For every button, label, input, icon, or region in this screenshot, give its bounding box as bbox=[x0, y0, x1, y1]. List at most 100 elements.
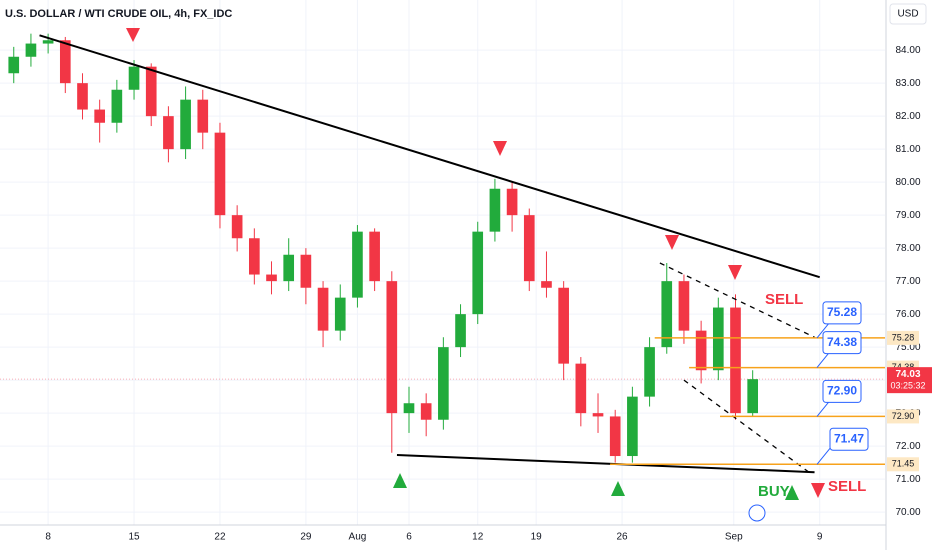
y-tick-label: 83.00 bbox=[895, 78, 920, 89]
candle-body bbox=[145, 66, 157, 117]
candle-body bbox=[334, 297, 346, 331]
candle-body bbox=[180, 99, 191, 150]
candle-body bbox=[420, 403, 432, 420]
x-tick-label: 15 bbox=[128, 532, 140, 543]
candle-body bbox=[111, 89, 123, 123]
candle-body bbox=[627, 396, 638, 457]
callout-pointer bbox=[816, 400, 831, 417]
callout-box bbox=[822, 331, 862, 355]
candle-body bbox=[541, 281, 552, 288]
candle-body bbox=[369, 231, 380, 282]
x-tick-label: 29 bbox=[300, 532, 312, 543]
event-icon[interactable] bbox=[748, 504, 766, 522]
callout-pointer bbox=[816, 321, 831, 339]
callout-pointer bbox=[816, 447, 831, 465]
plot-area bbox=[0, 0, 885, 525]
x-tick-label: 26 bbox=[617, 532, 629, 543]
level-label: 75.28 bbox=[892, 332, 915, 342]
candle-body bbox=[59, 40, 71, 84]
level-label: 72.90 bbox=[892, 411, 915, 421]
candle-body bbox=[300, 254, 312, 288]
candle-body bbox=[42, 40, 54, 44]
candle-body bbox=[214, 132, 226, 216]
candle-body bbox=[403, 403, 415, 414]
candle-body bbox=[317, 287, 329, 331]
candle-body bbox=[8, 56, 20, 74]
y-tick-label: 79.00 bbox=[895, 210, 920, 221]
y-tick-label: 78.00 bbox=[895, 243, 920, 254]
x-tick-label: Sep bbox=[725, 532, 743, 543]
y-tick-label: 71.00 bbox=[895, 474, 920, 485]
y-tick-label: 81.00 bbox=[895, 144, 920, 155]
candle-body bbox=[695, 330, 707, 371]
down-arrow bbox=[493, 141, 507, 156]
x-tick-label: 22 bbox=[214, 532, 226, 543]
candle-body bbox=[386, 281, 398, 414]
level-label: 74.38 bbox=[892, 362, 915, 372]
last-price-label: 74.03 bbox=[895, 369, 920, 380]
candle-body bbox=[266, 274, 277, 282]
sell-label: SELL bbox=[828, 478, 866, 495]
candle-body bbox=[747, 379, 759, 414]
candle-body bbox=[283, 254, 295, 282]
x-tick-label: Aug bbox=[349, 532, 367, 543]
up-arrow bbox=[393, 473, 407, 488]
level-label-bg bbox=[887, 409, 919, 424]
y-tick-label: 77.00 bbox=[895, 276, 920, 287]
candle-body bbox=[712, 307, 724, 371]
callout-box bbox=[822, 301, 862, 325]
x-tick-label: 12 bbox=[472, 532, 484, 543]
level-label-bg bbox=[887, 330, 919, 345]
y-tick-label: 70.00 bbox=[895, 507, 920, 518]
callout-text: 72.90 bbox=[827, 384, 857, 398]
down-arrow bbox=[728, 265, 742, 280]
callout-pointer bbox=[816, 351, 831, 368]
candle-body bbox=[644, 347, 655, 397]
candle-body bbox=[94, 109, 105, 123]
candle-body bbox=[472, 231, 484, 315]
x-tick-label: 19 bbox=[531, 532, 543, 543]
up-arrow bbox=[611, 481, 625, 496]
trendline bbox=[659, 262, 815, 338]
candle-body bbox=[489, 188, 501, 232]
candle-body bbox=[730, 307, 741, 414]
down-arrow bbox=[811, 483, 825, 498]
callout-text: 75.28 bbox=[827, 305, 857, 319]
candle-body bbox=[77, 83, 88, 110]
y-tick-label: 76.00 bbox=[895, 309, 920, 320]
currency: USD bbox=[897, 9, 918, 20]
trendline bbox=[39, 34, 820, 279]
chart-title: U.S. DOLLAR / WTI CRUDE OIL, 4h, FX_IDC bbox=[5, 8, 232, 20]
y-tick-label: 82.00 bbox=[895, 111, 920, 122]
trendline bbox=[396, 454, 815, 474]
callout-box bbox=[822, 379, 862, 403]
level-label: 71.45 bbox=[892, 459, 915, 469]
candle-body bbox=[506, 188, 518, 216]
candle-body bbox=[661, 281, 673, 348]
countdown: 03:25:32 bbox=[890, 381, 925, 391]
candle-body bbox=[592, 413, 604, 417]
sell-label: SELL bbox=[765, 291, 803, 308]
candle-body bbox=[163, 116, 174, 150]
candle-body bbox=[678, 281, 690, 331]
candle-body bbox=[558, 287, 569, 364]
x-tick-label: 8 bbox=[45, 532, 51, 543]
y-tick-label: 84.00 bbox=[895, 45, 920, 56]
y-tick-label: 75.00 bbox=[895, 342, 920, 353]
candle-body bbox=[25, 43, 37, 57]
candle-body bbox=[249, 238, 260, 275]
currency-button[interactable] bbox=[889, 3, 927, 25]
last-price-bg bbox=[887, 367, 932, 394]
x-tick-label: 9 bbox=[817, 532, 823, 543]
candle-body bbox=[352, 231, 363, 298]
down-arrow bbox=[126, 28, 140, 42]
candle-body bbox=[575, 363, 587, 414]
callout-box bbox=[829, 427, 869, 451]
candle-body bbox=[609, 416, 621, 457]
callout-text: 71.47 bbox=[834, 431, 864, 445]
up-arrow bbox=[785, 485, 799, 500]
x-tick-label: 6 bbox=[406, 532, 412, 543]
down-arrow bbox=[665, 235, 679, 250]
